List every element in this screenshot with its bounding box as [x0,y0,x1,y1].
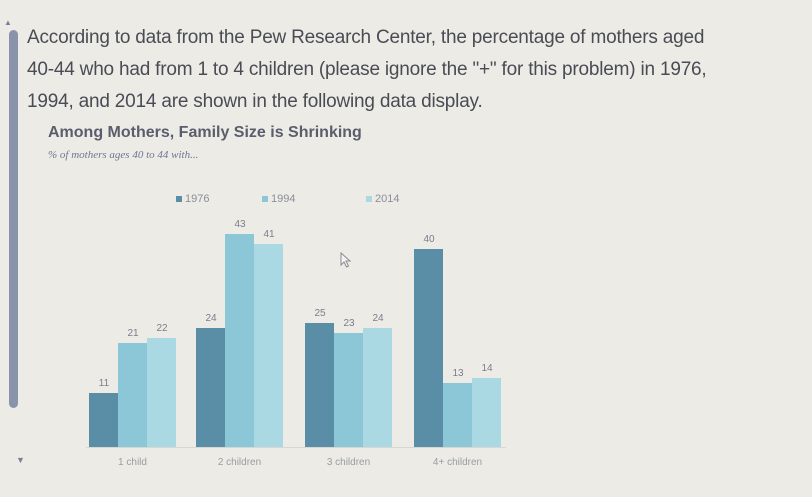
question-line-2: 40-44 who had from 1 to 4 children (plea… [27,59,707,80]
bar-1976-2-children [196,328,225,447]
question-text: According to data from the Pew Research … [27,22,807,118]
chart-subtitle: % of mothers ages 40 to 44 with... [48,149,199,161]
x-axis-line [86,447,506,448]
scroll-up-arrow-icon[interactable]: ▲ [4,18,12,27]
data-label: 14 [481,363,493,374]
data-label: 13 [452,368,464,379]
category-label: 1 child [118,457,147,468]
bar-1994-2-children [225,234,254,447]
legend-swatch [176,196,182,202]
legend-swatch [262,196,268,202]
mouse-cursor-icon [340,252,352,268]
data-label: 11 [98,378,110,389]
bar-2014-3-children [363,328,392,447]
scroll-down-arrow-icon[interactable]: ▼ [16,455,25,465]
bar-1994-4-children [443,383,472,447]
legend-item-1994: 1994 [262,193,295,205]
bar-1994-1-child [118,343,147,447]
data-label: 43 [234,219,246,230]
data-label: 23 [343,318,355,329]
chart-title: Among Mothers, Family Size is Shrinking [48,124,362,141]
bar-1976-3-children [305,323,334,447]
legend-item-2014: 2014 [366,193,399,205]
data-label: 24 [372,313,384,324]
bar-1976-1-child [89,393,118,447]
legend-label: 2014 [375,193,400,205]
bar-1994-3-children [334,333,363,447]
bar-2014-2-children [254,244,283,447]
data-label: 41 [263,229,275,240]
vertical-scrollbar[interactable] [9,30,18,408]
legend-label: 1976 [185,193,210,205]
legend-item-1976: 1976 [176,193,209,205]
question-line-3: 1994, and 2014 are shown in the followin… [27,91,483,112]
bar-2014-1-child [147,338,176,447]
bar-1976-4-children [414,249,443,447]
bar-2014-4-children [472,378,501,447]
data-label: 25 [314,308,326,319]
category-label: 3 children [326,457,371,468]
question-line-1: According to data from the Pew Research … [27,27,705,48]
data-label: 21 [127,328,139,339]
data-label: 40 [423,234,435,245]
category-label: 4+ children [432,457,483,468]
data-label: 24 [205,313,217,324]
category-label: 2 children [217,457,262,468]
legend-swatch [366,196,372,202]
data-label: 22 [156,323,168,334]
legend-label: 1994 [271,193,296,205]
